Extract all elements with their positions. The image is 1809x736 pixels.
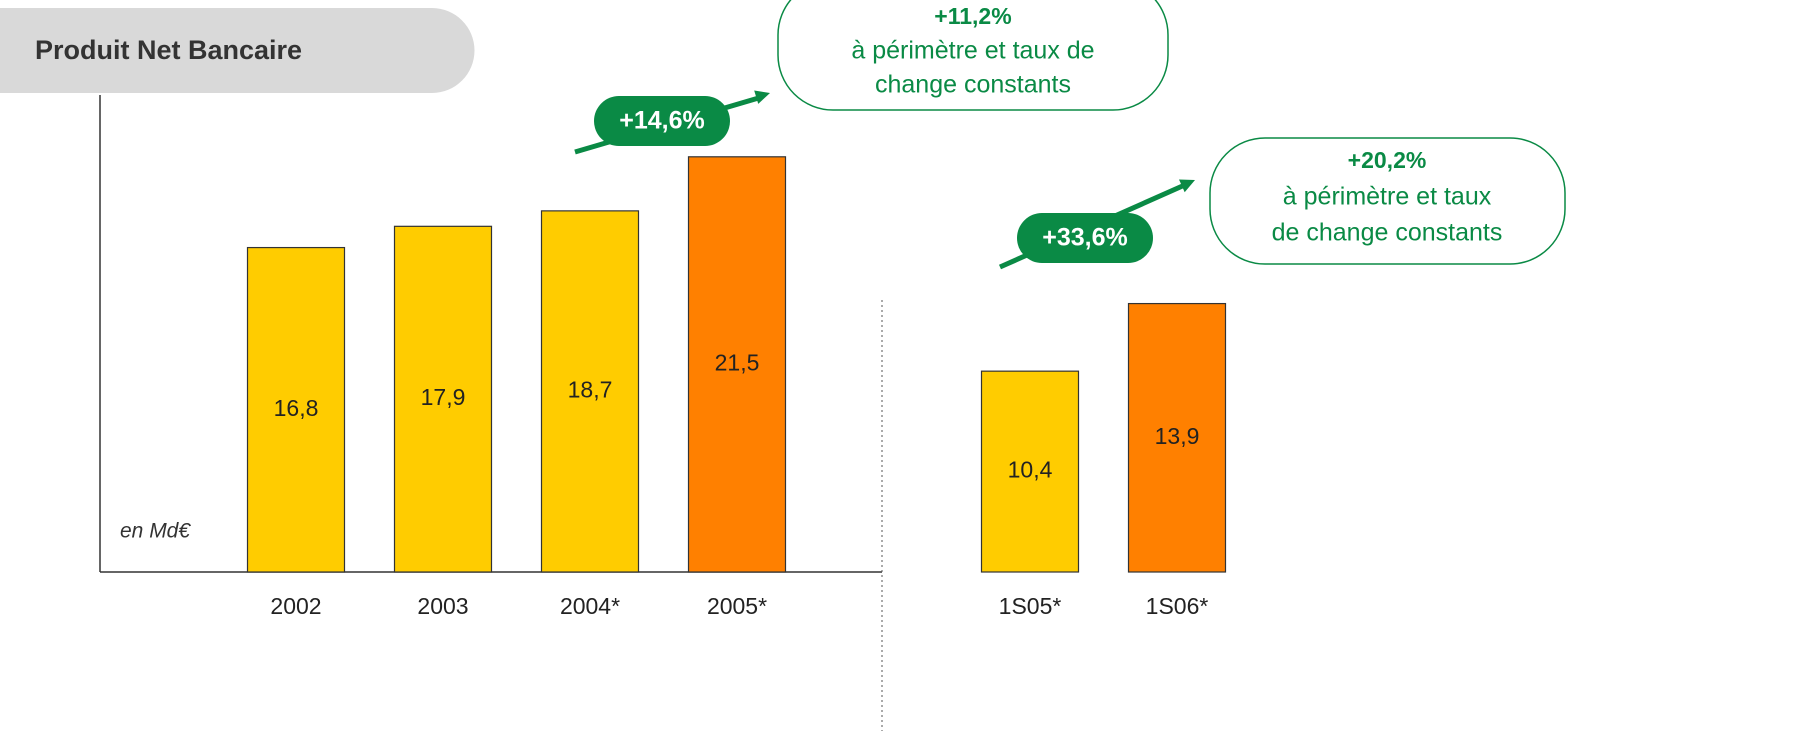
callout-box bbox=[1209, 137, 1566, 265]
unit-label: en Md€ bbox=[120, 520, 191, 543]
x-tick-label: 1S05* bbox=[999, 593, 1062, 619]
growth-label: +33,6% bbox=[1042, 224, 1128, 252]
bar bbox=[540, 210, 640, 573]
x-tick-label: 2003 bbox=[417, 593, 468, 619]
chart-title: Produit Net Bancaire bbox=[35, 35, 302, 65]
bar bbox=[980, 370, 1080, 573]
value-label: 17,9 bbox=[421, 384, 466, 410]
callout-title: +20,2% bbox=[1348, 147, 1427, 173]
callout-title: +11,2% bbox=[934, 3, 1011, 29]
callout-box bbox=[777, 0, 1169, 111]
x-tick-label: 2005* bbox=[707, 593, 767, 619]
bar bbox=[246, 246, 346, 573]
callout-line: à périmètre et taux bbox=[1283, 183, 1492, 211]
arrow-head bbox=[1179, 179, 1195, 193]
arrow-head bbox=[754, 90, 770, 104]
value-label: 18,7 bbox=[568, 377, 613, 403]
title-pill bbox=[0, 8, 475, 93]
x-tick-label: 2002 bbox=[270, 593, 321, 619]
growth-pill bbox=[594, 96, 730, 146]
bar bbox=[1127, 302, 1227, 573]
x-tick-label: 1S06* bbox=[1146, 593, 1209, 619]
bar bbox=[687, 156, 787, 573]
growth-pill bbox=[1017, 213, 1153, 263]
value-label: 16,8 bbox=[274, 395, 319, 421]
callout-line: change constants bbox=[875, 71, 1071, 99]
value-label: 21,5 bbox=[715, 349, 760, 375]
growth-label: +14,6% bbox=[619, 107, 705, 135]
callout-line: de change constants bbox=[1272, 219, 1503, 247]
bar bbox=[393, 225, 493, 573]
value-label: 13,9 bbox=[1155, 423, 1200, 449]
x-tick-label: 2004* bbox=[560, 593, 620, 619]
callout-line: à périmètre et taux de bbox=[851, 37, 1094, 65]
value-label: 10,4 bbox=[1008, 457, 1053, 483]
